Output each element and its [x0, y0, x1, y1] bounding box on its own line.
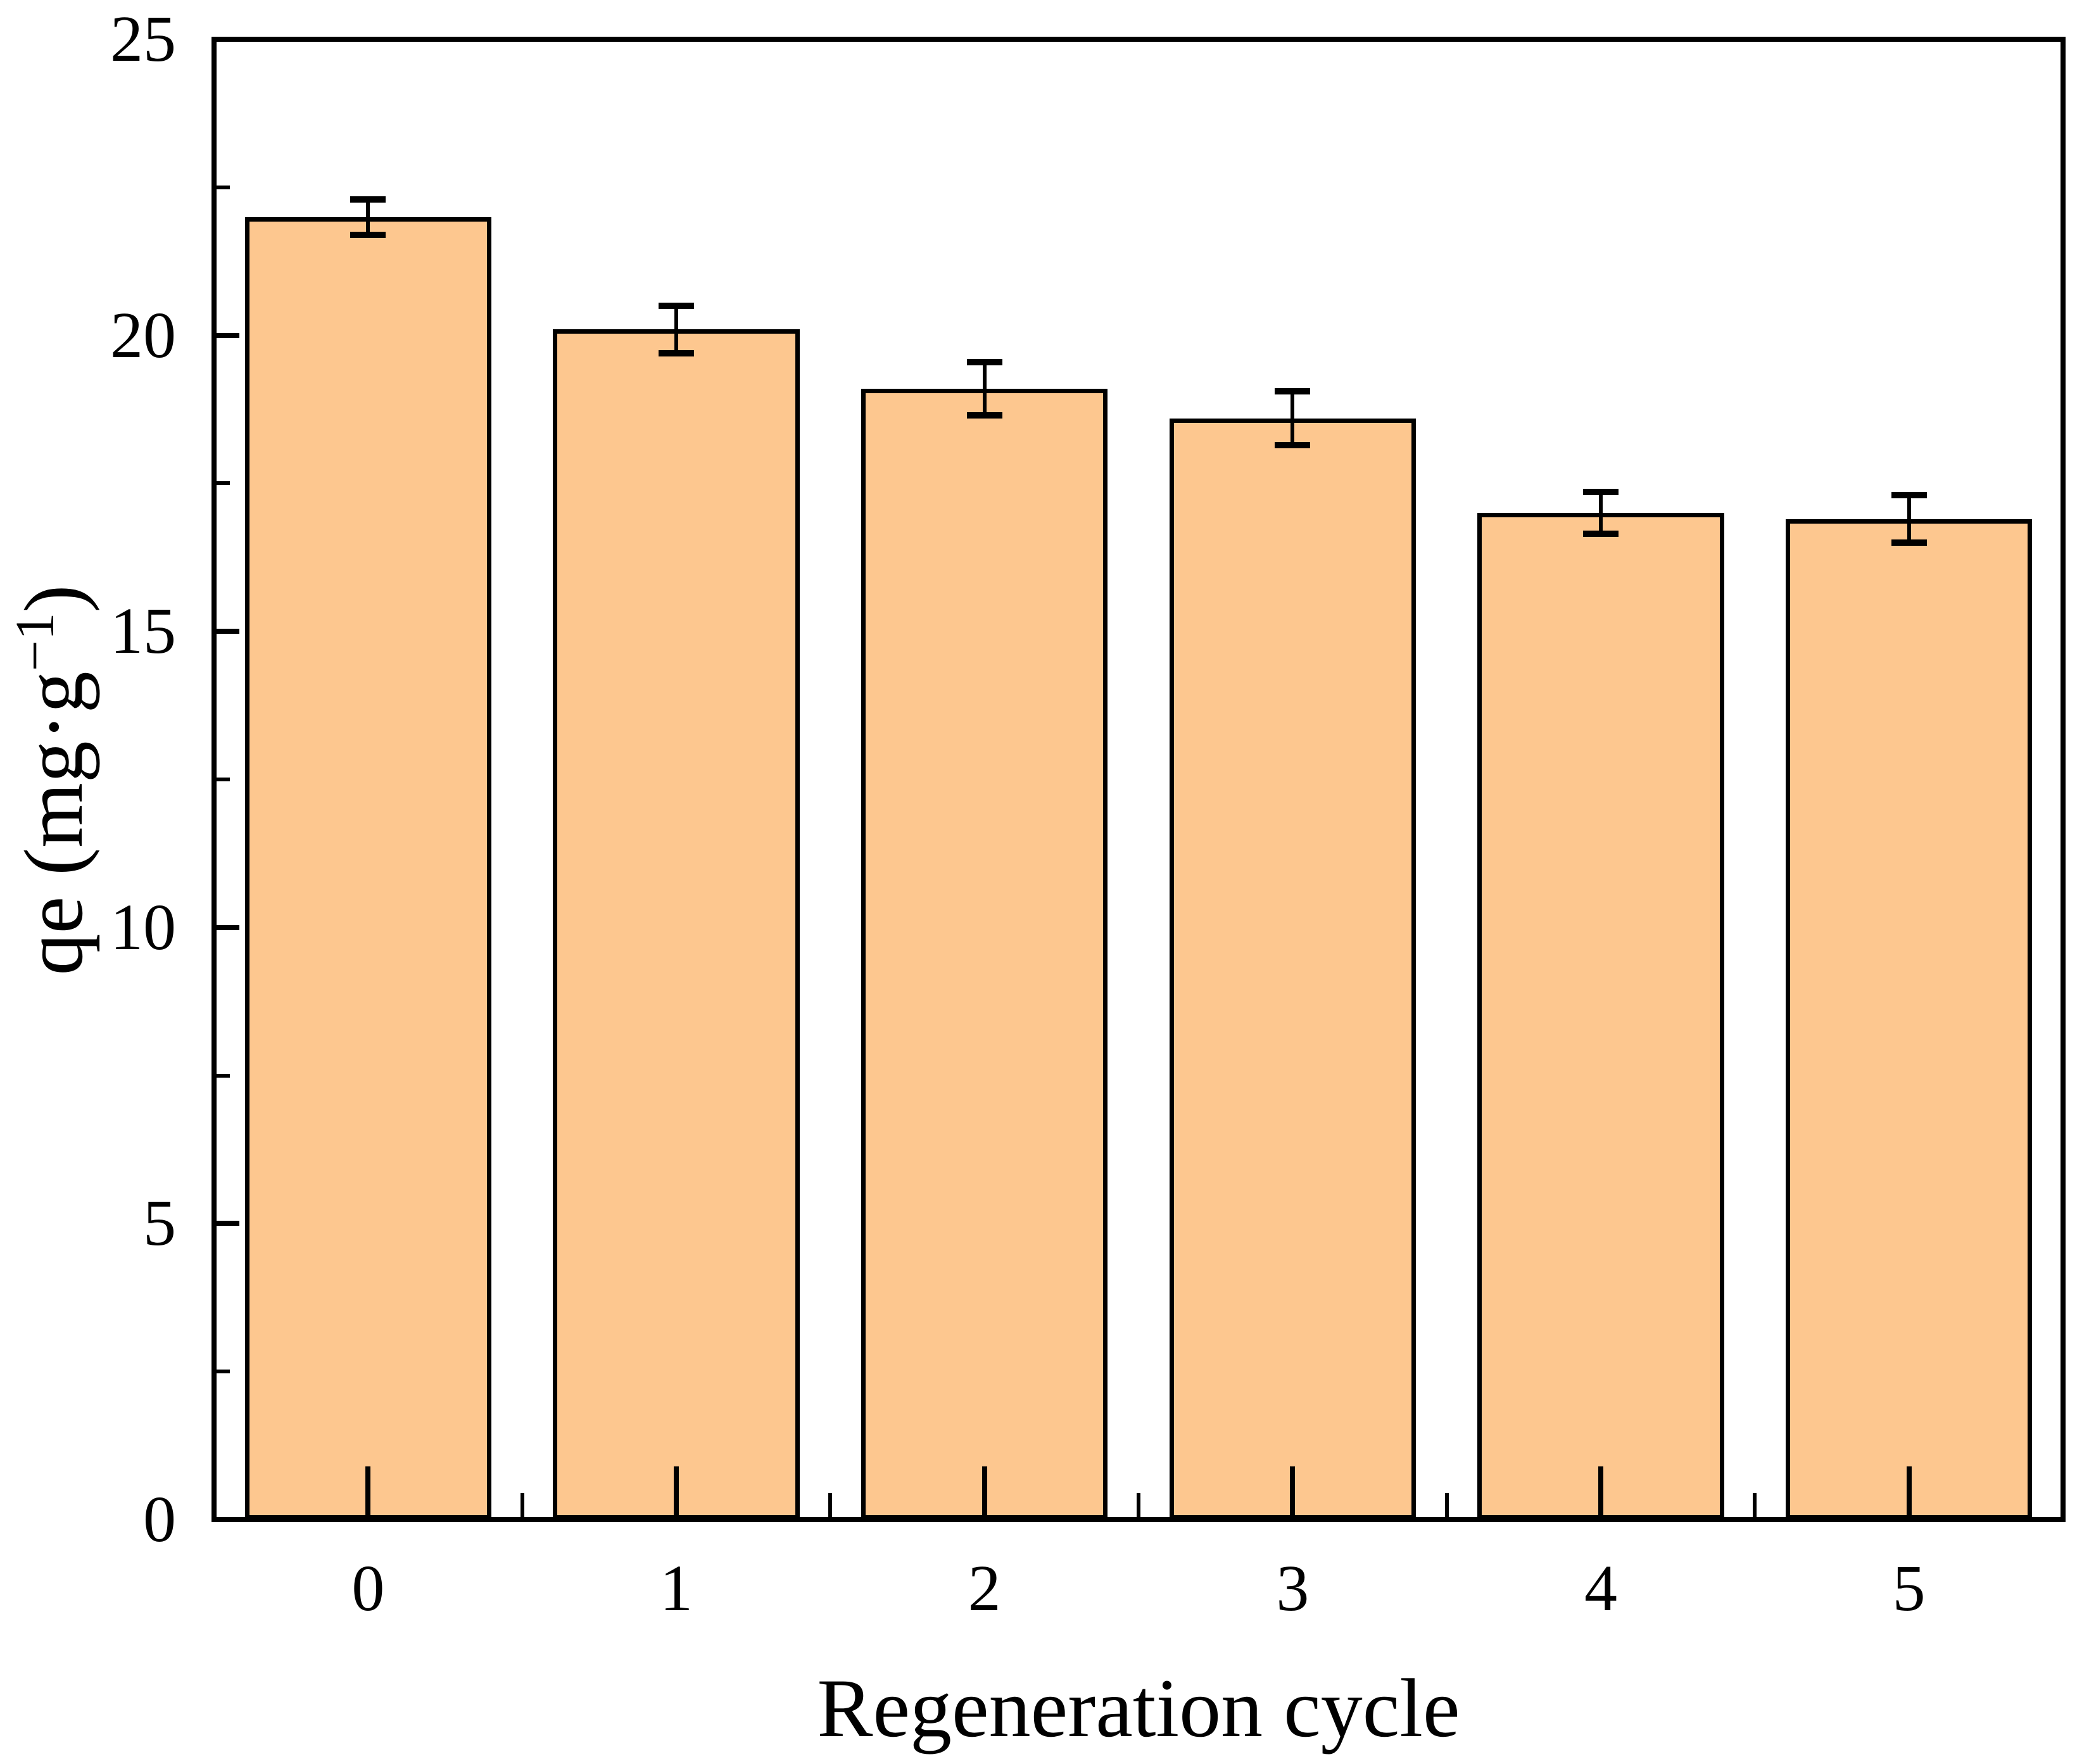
y-tick-label: 25	[110, 3, 176, 75]
x-minor-tick	[1753, 1493, 1757, 1520]
y-tick-label: 15	[110, 595, 176, 668]
x-minor-tick	[520, 1493, 524, 1520]
x-tick-label: 1	[660, 1552, 693, 1625]
bar	[553, 329, 800, 1520]
error-bar-line	[674, 305, 678, 353]
error-bar-bottom-cap	[966, 412, 1002, 419]
x-minor-tick	[1137, 1493, 1140, 1520]
y-major-tick	[214, 1221, 239, 1226]
y-tick-label: 5	[143, 1187, 176, 1260]
x-major-tick	[365, 1466, 371, 1520]
x-minor-tick	[1444, 1493, 1449, 1520]
x-tick-label: 4	[1584, 1552, 1617, 1625]
error-bar-line	[1907, 495, 1911, 543]
error-bar-bottom-cap	[1275, 441, 1311, 448]
x-minor-tick	[828, 1493, 833, 1520]
x-major-tick	[1290, 1466, 1296, 1520]
top-spine	[211, 37, 2066, 42]
error-bar-line	[1291, 391, 1295, 445]
y-minor-tick	[214, 1370, 230, 1374]
x-major-tick	[981, 1466, 987, 1520]
y-major-tick	[214, 924, 239, 930]
x-major-tick	[1598, 1466, 1603, 1520]
y-tick-label: 0	[143, 1483, 176, 1556]
y-major-tick	[214, 629, 239, 634]
bottom-spine	[211, 1517, 2066, 1522]
error-bar-line	[366, 199, 370, 235]
error-bar-top-cap	[1275, 388, 1311, 395]
x-axis-label: Regeneration cycle	[817, 1661, 1460, 1755]
x-tick-label: 0	[351, 1552, 385, 1625]
y-axis-label: qe (mg·g−1)	[4, 400, 100, 1160]
bar	[244, 217, 491, 1520]
error-bar-bottom-cap	[659, 350, 694, 356]
y-minor-tick	[214, 1073, 230, 1078]
error-bar-bottom-cap	[1583, 530, 1619, 537]
x-major-tick	[674, 1466, 679, 1520]
left-spine	[211, 37, 217, 1522]
y-tick-label: 20	[110, 298, 176, 372]
bar	[1786, 519, 2033, 1520]
plot-area	[211, 37, 2066, 1522]
y-minor-tick	[214, 481, 230, 486]
bar	[861, 388, 1108, 1520]
y-tick-label: 10	[110, 890, 176, 964]
y-major-tick	[214, 332, 239, 338]
error-bar-line	[1599, 492, 1603, 534]
error-bar-bottom-cap	[1891, 539, 1927, 546]
error-bar-top-cap	[1583, 489, 1619, 496]
error-bar-top-cap	[966, 358, 1002, 365]
bar	[1169, 418, 1416, 1520]
y-minor-tick	[214, 778, 230, 781]
error-bar-top-cap	[350, 196, 386, 203]
error-bar-top-cap	[659, 302, 694, 309]
error-bar-top-cap	[1891, 492, 1927, 499]
x-tick-label: 3	[1276, 1552, 1310, 1625]
bar	[1477, 513, 1724, 1520]
error-bar-bottom-cap	[350, 231, 386, 238]
x-tick-label: 5	[1892, 1552, 1926, 1625]
right-spine	[2061, 37, 2066, 1522]
x-tick-label: 2	[968, 1552, 1001, 1625]
error-bar-line	[982, 362, 987, 415]
y-minor-tick	[214, 185, 230, 189]
x-major-tick	[1906, 1466, 1912, 1520]
